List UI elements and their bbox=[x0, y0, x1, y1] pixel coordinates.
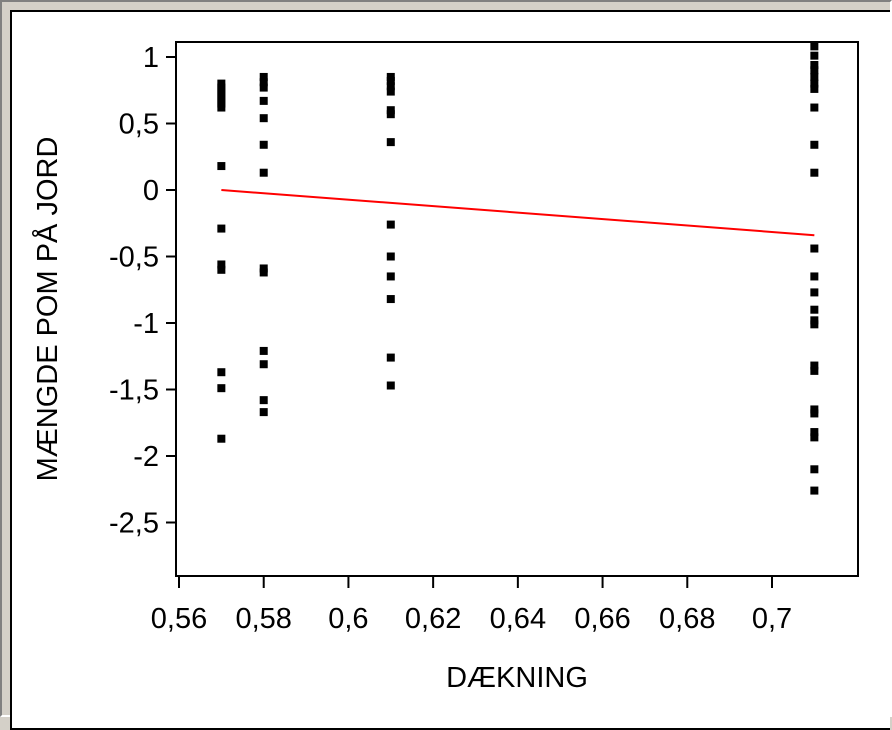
data-point bbox=[810, 428, 819, 437]
regression-line bbox=[221, 189, 815, 237]
x-tick-label: 0,62 bbox=[405, 603, 461, 635]
data-point bbox=[810, 320, 819, 329]
data-point bbox=[217, 265, 226, 274]
x-axis: 0,56 0,58 0,6 0,62 0,64 0,66 0,68 0,7 bbox=[151, 576, 792, 635]
data-point bbox=[810, 79, 819, 88]
data-point bbox=[386, 138, 395, 147]
data-point bbox=[810, 66, 819, 75]
data-point bbox=[810, 288, 819, 297]
data-point bbox=[810, 465, 819, 474]
x-tick-label: 0,68 bbox=[659, 603, 715, 635]
data-point bbox=[810, 366, 819, 375]
data-point bbox=[810, 486, 819, 495]
scatter-chart: 1 0,5 0 -0,5 -1 -1,5 -2 -2,5 0,56 0,58 0,6 0,62 0,6… bbox=[12, 12, 890, 728]
data-point bbox=[386, 110, 395, 119]
data-point bbox=[810, 103, 819, 112]
data-point bbox=[217, 260, 226, 269]
data-point bbox=[259, 346, 268, 355]
data-point bbox=[259, 140, 268, 149]
y-tick-label: -1,5 bbox=[109, 375, 159, 407]
data-point bbox=[259, 83, 268, 92]
data-point bbox=[386, 353, 395, 362]
data-point bbox=[810, 42, 819, 51]
data-point bbox=[386, 82, 395, 91]
data-point bbox=[217, 368, 226, 377]
data-point bbox=[810, 140, 819, 149]
series-layer bbox=[217, 42, 819, 495]
data-point bbox=[217, 103, 226, 112]
data-point bbox=[217, 224, 226, 233]
y-tick-label: -1 bbox=[133, 308, 159, 340]
data-point bbox=[810, 51, 819, 60]
data-point bbox=[259, 96, 268, 105]
x-tick-label: 0,56 bbox=[151, 603, 207, 635]
data-point bbox=[259, 168, 268, 177]
x-tick-label: 0,66 bbox=[574, 603, 630, 635]
data-point bbox=[810, 72, 819, 81]
data-point bbox=[217, 384, 226, 393]
y-tick-label: -2 bbox=[133, 441, 159, 473]
data-point bbox=[386, 381, 395, 390]
data-point bbox=[810, 244, 819, 253]
x-axis-title: DÆKNING bbox=[446, 662, 588, 694]
y-tick-label: 1 bbox=[143, 42, 159, 74]
y-tick-label: 0,5 bbox=[119, 109, 159, 141]
data-point bbox=[386, 76, 395, 85]
x-tick-label: 0,7 bbox=[752, 603, 792, 635]
data-point bbox=[259, 114, 268, 123]
data-point bbox=[810, 60, 819, 69]
chart-frame: 1 0,5 0 -0,5 -1 -1,5 -2 -2,5 0,56 0,58 0,6 0,62 0,6… bbox=[10, 10, 890, 730]
data-point bbox=[259, 78, 268, 87]
y-tick-label: -2,5 bbox=[109, 508, 159, 540]
data-point bbox=[259, 360, 268, 369]
x-tick-label: 0,64 bbox=[490, 603, 546, 635]
y-axis-title: MÆNGDE POM PÅ JORD bbox=[31, 137, 64, 482]
data-point bbox=[259, 396, 268, 405]
data-point bbox=[259, 268, 268, 277]
data-point bbox=[810, 168, 819, 177]
data-point bbox=[259, 408, 268, 417]
data-point bbox=[217, 162, 226, 171]
data-point bbox=[810, 272, 819, 281]
y-tick-label: 0 bbox=[143, 175, 159, 207]
data-point bbox=[810, 361, 819, 370]
data-point bbox=[386, 220, 395, 229]
data-point bbox=[810, 409, 819, 418]
x-tick-label: 0,6 bbox=[328, 603, 368, 635]
data-point bbox=[259, 72, 268, 81]
y-axis: 1 0,5 0 -0,5 -1 -1,5 -2 -2,5 bbox=[109, 42, 176, 540]
data-point bbox=[386, 87, 395, 96]
x-tick-label: 0,58 bbox=[235, 603, 291, 635]
data-point bbox=[810, 84, 819, 93]
data-point bbox=[810, 433, 819, 442]
data-point bbox=[217, 434, 226, 443]
data-point bbox=[810, 305, 819, 314]
data-point bbox=[386, 295, 395, 304]
chart-background bbox=[12, 12, 890, 728]
data-point bbox=[386, 272, 395, 281]
y-tick-label: -0,5 bbox=[109, 242, 159, 274]
data-point bbox=[386, 252, 395, 261]
